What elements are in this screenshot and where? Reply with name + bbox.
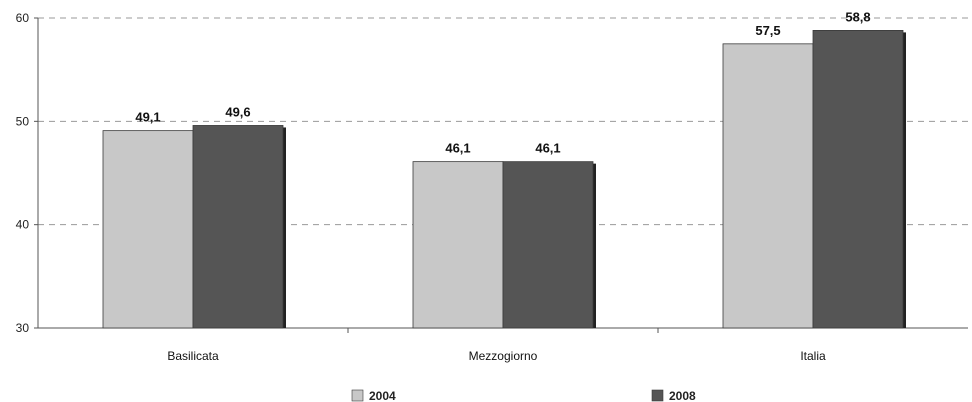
- x-axis: Basilicata Mezzogiorno Italia: [38, 327, 968, 363]
- x-tick-label: Basilicata: [167, 349, 219, 363]
- y-tick-label: 60: [16, 11, 30, 25]
- bars: [102, 29, 906, 329]
- legend: 2004 2008: [351, 389, 696, 402]
- data-label: 49,1: [135, 110, 160, 125]
- bar-2004-basilicata: [102, 130, 194, 329]
- data-labels: 49,1 49,6 46,1 46,1 57,5 58,8: [135, 9, 870, 155]
- legend-label: 2008: [669, 389, 696, 402]
- y-tick-label: 30: [16, 321, 30, 335]
- data-label: 49,6: [225, 104, 250, 119]
- y-tick-label: 50: [16, 114, 30, 128]
- y-tick-label: 40: [16, 218, 30, 232]
- data-label: 57,5: [755, 23, 780, 38]
- bar-2004-mezzogiorno: [412, 161, 504, 329]
- bar-2008-italia: [812, 29, 904, 329]
- data-label: 46,1: [535, 141, 560, 156]
- legend-label: 2004: [369, 389, 396, 402]
- data-label: 58,8: [845, 9, 870, 24]
- y-axis: 30 40 50 60: [16, 11, 39, 335]
- data-label: 46,1: [445, 141, 470, 156]
- bar-2004-italia: [722, 43, 814, 329]
- legend-swatch-2004: [351, 389, 364, 402]
- legend-swatch-2008: [651, 389, 664, 402]
- x-tick-label: Italia: [800, 349, 826, 363]
- x-tick-label: Mezzogiorno: [469, 349, 538, 363]
- bar-2008-basilicata: [192, 125, 284, 329]
- bar-2008-mezzogiorno: [502, 161, 594, 329]
